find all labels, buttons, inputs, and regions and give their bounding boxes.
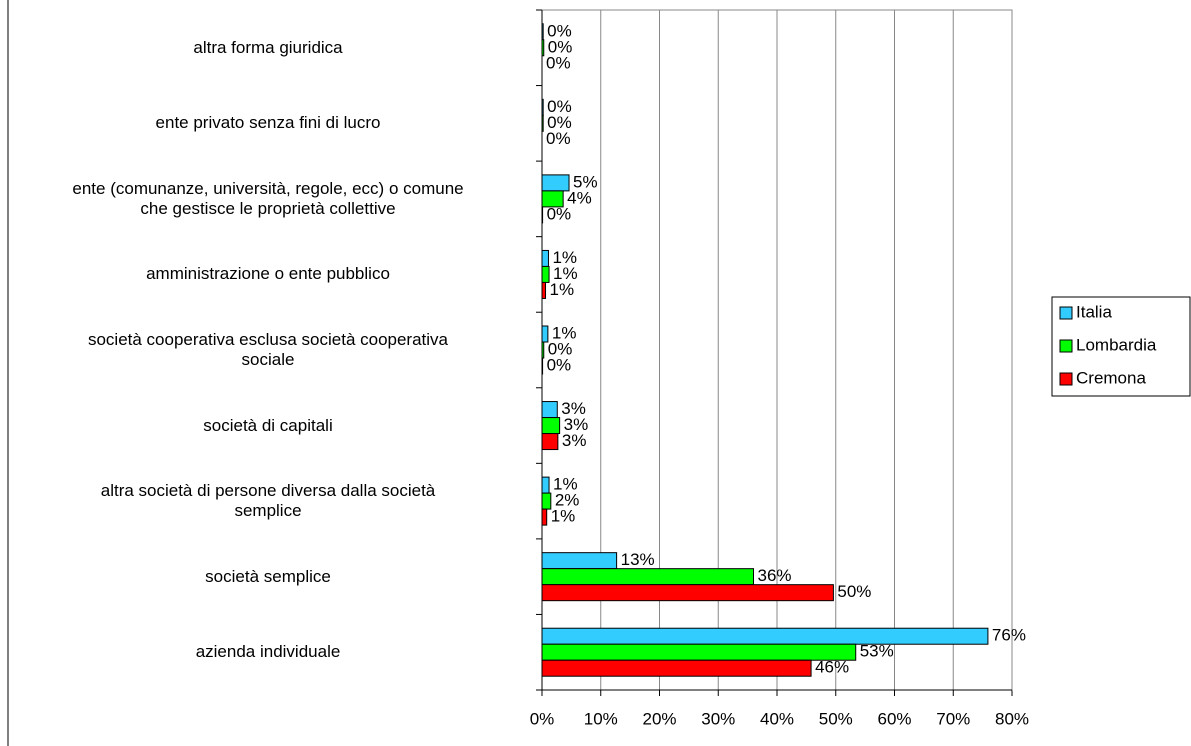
data-label: 53% — [860, 642, 894, 661]
data-label: 46% — [815, 658, 849, 677]
legend-box — [1051, 296, 1191, 397]
legend-swatch — [1059, 339, 1073, 353]
y-tick-label: altra forma giuridica — [193, 37, 343, 57]
bar — [541, 341, 545, 359]
data-label: 1% — [551, 507, 576, 526]
x-tick-label: 60% — [877, 709, 911, 728]
x-tick-label: 50% — [819, 709, 853, 728]
bar — [541, 265, 550, 283]
data-label: 0% — [547, 355, 572, 374]
bar — [541, 98, 544, 116]
y-tick-label: società semplice — [205, 566, 331, 586]
data-label: 0% — [547, 204, 572, 223]
bar — [541, 357, 544, 375]
bar — [541, 206, 544, 224]
bar — [541, 281, 547, 299]
data-label: 3% — [562, 431, 587, 450]
bar — [541, 39, 545, 57]
data-label: 0% — [546, 129, 571, 148]
y-tick-label: società cooperativa esclusa società coop… — [87, 330, 449, 369]
bar — [541, 417, 561, 435]
x-tick-label: 30% — [701, 709, 735, 728]
data-label: 1% — [550, 280, 575, 299]
data-label: 0% — [546, 53, 571, 72]
data-label: 76% — [992, 626, 1026, 645]
data-label: 5% — [573, 172, 598, 191]
data-label: 50% — [837, 582, 871, 601]
data-label: 36% — [758, 566, 792, 585]
data-label: 3% — [564, 415, 589, 434]
data-label: 2% — [555, 491, 580, 510]
data-label: 4% — [567, 188, 592, 207]
data-label: 1% — [552, 323, 577, 342]
data-label: 0% — [547, 21, 572, 40]
data-label: 0% — [547, 113, 572, 132]
y-tick-label: amministrazione o ente pubblico — [146, 264, 390, 284]
bar — [541, 325, 549, 343]
bar — [541, 584, 834, 602]
legend-label: Lombardia — [1076, 335, 1157, 354]
data-label: 1% — [553, 264, 578, 283]
data-label: 0% — [548, 37, 573, 56]
x-tick-label: 70% — [936, 709, 970, 728]
legend-swatch — [1059, 306, 1073, 320]
legend-label: Italia — [1076, 302, 1112, 321]
bar — [541, 401, 558, 419]
data-label: 1% — [552, 248, 577, 267]
bar — [541, 659, 812, 677]
bar — [541, 508, 548, 526]
data-label: 0% — [547, 97, 572, 116]
y-tick-label: azienda individuale — [195, 642, 341, 662]
bar — [541, 433, 559, 451]
data-label: 13% — [621, 550, 655, 569]
data-label: 0% — [548, 339, 573, 358]
legend-label: Cremona — [1076, 368, 1146, 387]
bar — [541, 249, 549, 267]
x-tick-label: 80% — [995, 709, 1029, 728]
bar — [541, 114, 544, 132]
bar — [541, 492, 552, 510]
bar — [541, 643, 857, 661]
bar — [541, 627, 989, 645]
legend-swatch — [1059, 372, 1073, 386]
y-tick-label: ente (comunanze, università, regole, ecc… — [72, 178, 464, 218]
x-tick-label: 20% — [642, 709, 676, 728]
data-label: 3% — [561, 399, 586, 418]
y-tick-label: altra società di persone diversa dalla s… — [100, 481, 436, 521]
y-tick-label: ente privato senza fini di lucro — [155, 113, 381, 133]
data-label: 1% — [553, 475, 578, 494]
bar — [541, 23, 544, 41]
bar — [541, 476, 550, 494]
y-tick-label: società di capitali — [203, 415, 333, 435]
x-tick-label: 10% — [584, 709, 618, 728]
x-tick-label: 0% — [530, 709, 555, 728]
bar — [541, 174, 570, 192]
bar — [541, 568, 754, 586]
bar — [541, 190, 564, 208]
bar — [541, 552, 618, 570]
x-tick-label: 40% — [760, 709, 794, 728]
